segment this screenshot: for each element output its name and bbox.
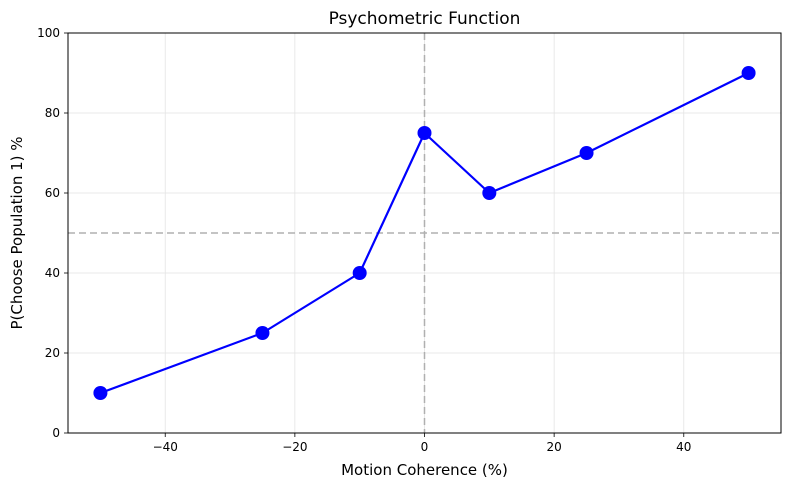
- data-point: [352, 266, 367, 280]
- x-tick-label: −20: [282, 440, 307, 454]
- x-tick-label: 40: [676, 440, 691, 454]
- series-layer: [93, 66, 756, 400]
- y-tick-label: 0: [52, 426, 60, 440]
- x-axis-label: Motion Coherence (%): [341, 461, 508, 479]
- y-axis-label: P(Choose Population 1) %: [8, 136, 26, 329]
- data-point: [93, 386, 108, 400]
- data-point: [255, 326, 270, 340]
- x-tick-label: −40: [153, 440, 178, 454]
- ticks-layer: −40 −20 0 20 40 0 20 40 60 80 100: [37, 26, 691, 454]
- y-tick-label: 20: [45, 346, 60, 360]
- y-tick-label: 80: [45, 106, 60, 120]
- data-point: [579, 146, 594, 160]
- y-tick-label: 40: [45, 266, 60, 280]
- chart-title: Psychometric Function: [329, 9, 521, 29]
- reference-lines: [68, 33, 781, 433]
- x-tick-label: 0: [421, 440, 429, 454]
- x-tick-label: 20: [546, 440, 561, 454]
- data-point: [417, 126, 432, 140]
- data-point: [482, 186, 497, 200]
- y-tick-label: 60: [45, 186, 60, 200]
- y-tick-label: 100: [37, 26, 60, 40]
- data-point: [741, 66, 756, 80]
